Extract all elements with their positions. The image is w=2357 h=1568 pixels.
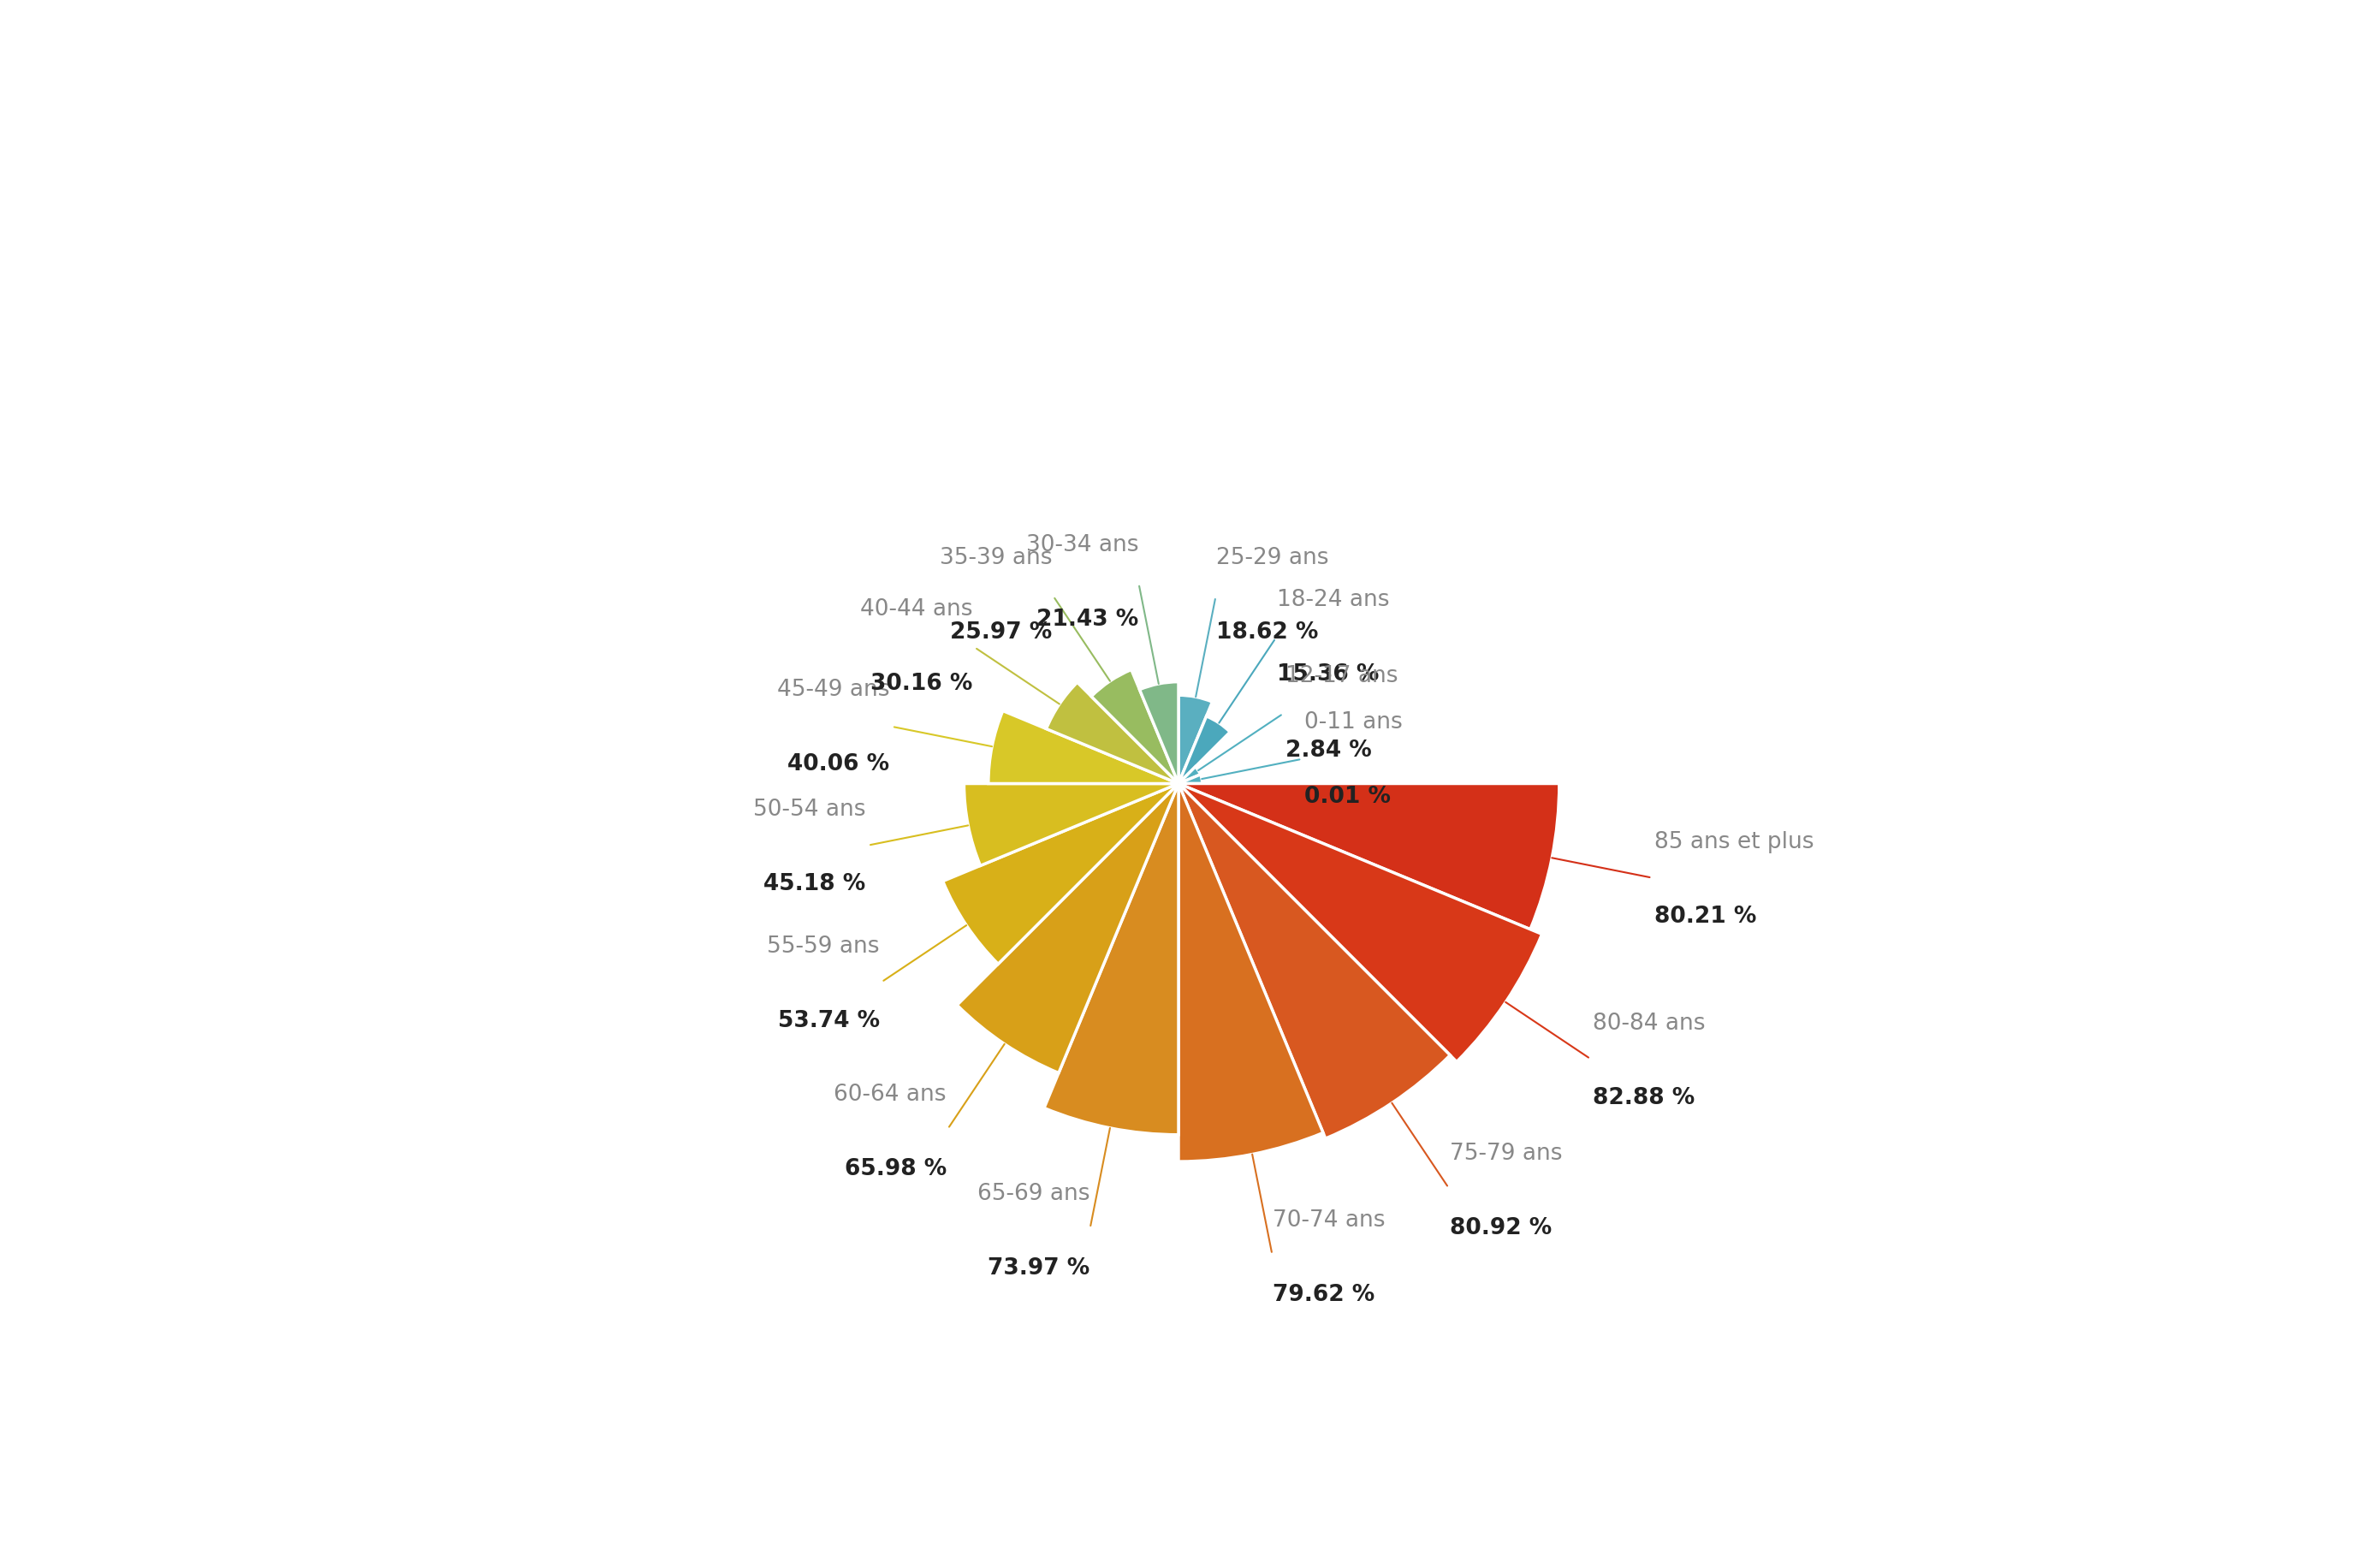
Text: 53.74 %: 53.74 % bbox=[778, 1010, 879, 1032]
Wedge shape bbox=[988, 712, 1178, 784]
Text: 80.92 %: 80.92 % bbox=[1450, 1217, 1551, 1239]
Wedge shape bbox=[1047, 682, 1178, 784]
Text: 2.84 %: 2.84 % bbox=[1285, 739, 1372, 760]
Text: 73.97 %: 73.97 % bbox=[988, 1256, 1089, 1279]
Text: 12-17 ans: 12-17 ans bbox=[1285, 665, 1398, 687]
Text: 75-79 ans: 75-79 ans bbox=[1450, 1142, 1563, 1163]
Text: 45.18 %: 45.18 % bbox=[764, 872, 865, 894]
Text: 35-39 ans: 35-39 ans bbox=[940, 546, 1051, 569]
Wedge shape bbox=[1091, 670, 1178, 784]
Wedge shape bbox=[957, 784, 1178, 1073]
Text: 40.06 %: 40.06 % bbox=[787, 753, 889, 775]
Wedge shape bbox=[1178, 784, 1560, 930]
Text: 65-69 ans: 65-69 ans bbox=[978, 1182, 1089, 1204]
Wedge shape bbox=[1178, 784, 1541, 1062]
Text: 25.97 %: 25.97 % bbox=[950, 621, 1051, 643]
Wedge shape bbox=[1138, 682, 1178, 784]
Text: 25-29 ans: 25-29 ans bbox=[1216, 547, 1329, 569]
Text: 65.98 %: 65.98 % bbox=[844, 1157, 948, 1179]
Text: 18-24 ans: 18-24 ans bbox=[1277, 588, 1391, 610]
Text: 82.88 %: 82.88 % bbox=[1593, 1087, 1695, 1109]
Text: 50-54 ans: 50-54 ans bbox=[754, 798, 865, 820]
Wedge shape bbox=[1178, 784, 1322, 1162]
Text: 55-59 ans: 55-59 ans bbox=[766, 935, 879, 958]
Text: 0.01 %: 0.01 % bbox=[1303, 786, 1391, 808]
Wedge shape bbox=[1178, 717, 1230, 784]
Wedge shape bbox=[964, 784, 1178, 866]
Text: 18.62 %: 18.62 % bbox=[1216, 621, 1318, 643]
Text: 70-74 ans: 70-74 ans bbox=[1273, 1209, 1386, 1231]
Text: 85 ans et plus: 85 ans et plus bbox=[1655, 831, 1815, 853]
Text: 45-49 ans: 45-49 ans bbox=[778, 679, 889, 701]
Wedge shape bbox=[1178, 784, 1450, 1138]
Text: 60-64 ans: 60-64 ans bbox=[834, 1083, 948, 1105]
Wedge shape bbox=[1178, 767, 1200, 784]
Text: 0-11 ans: 0-11 ans bbox=[1303, 710, 1402, 732]
Text: 79.62 %: 79.62 % bbox=[1273, 1283, 1374, 1305]
Wedge shape bbox=[1178, 696, 1211, 784]
Text: 30-34 ans: 30-34 ans bbox=[1025, 533, 1138, 555]
Wedge shape bbox=[1178, 775, 1202, 784]
Text: 21.43 %: 21.43 % bbox=[1037, 608, 1138, 630]
Text: 40-44 ans: 40-44 ans bbox=[860, 597, 973, 621]
Wedge shape bbox=[1044, 784, 1178, 1135]
Text: 80-84 ans: 80-84 ans bbox=[1593, 1011, 1704, 1035]
Text: 15.36 %: 15.36 % bbox=[1277, 663, 1379, 685]
Text: 30.16 %: 30.16 % bbox=[870, 673, 973, 695]
Text: 80.21 %: 80.21 % bbox=[1655, 905, 1756, 927]
Wedge shape bbox=[943, 784, 1178, 964]
